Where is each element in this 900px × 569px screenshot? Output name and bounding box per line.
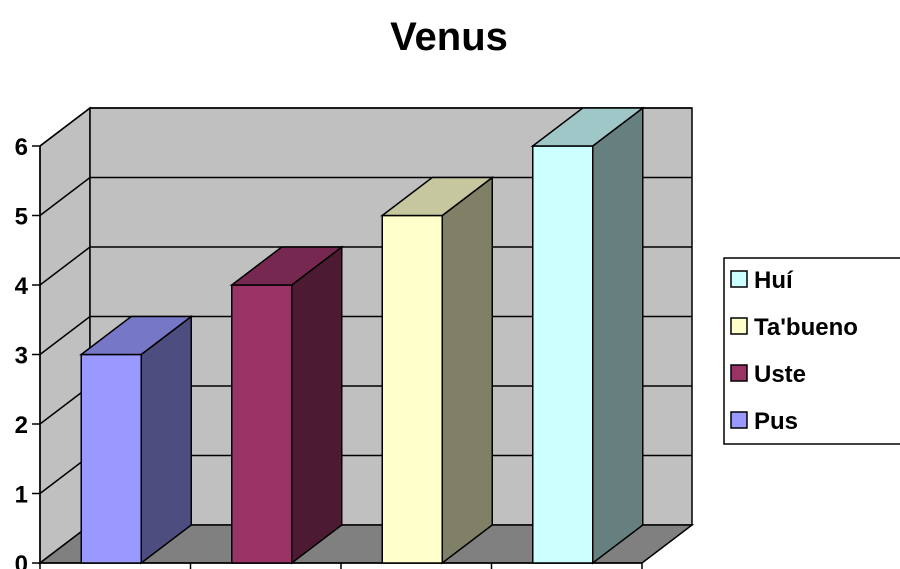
bar-top: [229, 246, 344, 286]
legend-label: Ta'bueno: [754, 314, 858, 341]
bar: [79, 314, 194, 565]
bar-top: [79, 315, 194, 356]
legend-swatch: [730, 411, 748, 429]
legend-swatch: [730, 364, 748, 382]
bar-front: [532, 145, 594, 564]
bar-front: [231, 284, 293, 564]
bars: [79, 106, 645, 565]
y-tick-label: 0: [15, 551, 28, 569]
y-tick-label: 6: [15, 134, 28, 161]
legend-box: [723, 257, 900, 445]
y-tick-label: 1: [15, 482, 28, 509]
bar: [530, 106, 645, 565]
legend-swatch: [730, 270, 748, 288]
y-tick-label: 5: [15, 204, 28, 231]
bar-top: [530, 107, 645, 147]
y-tick-label: 2: [15, 412, 28, 439]
bar-side: [441, 175, 493, 565]
bar-front: [381, 214, 443, 564]
bar-side: [592, 106, 644, 565]
legend-label: Huí: [754, 267, 794, 294]
legend: Huí Ta'bueno Uste Pus: [723, 257, 900, 445]
y-tick-label: 4: [15, 273, 29, 300]
legend-label: Uste: [754, 361, 806, 388]
bar: [229, 245, 344, 565]
bar-front: [80, 353, 142, 564]
gridline: [39, 107, 692, 147]
bar-side: [140, 314, 192, 565]
bar-side: [291, 245, 343, 565]
y-tick-label: 3: [15, 343, 28, 370]
bar-top: [380, 176, 495, 217]
legend-label: Pus: [754, 408, 798, 435]
legend-swatch: [730, 317, 748, 335]
y-axis: 0 1 2 3 4 5 6: [15, 134, 643, 569]
bar: [380, 175, 495, 565]
chart-title: Venus: [390, 15, 508, 59]
